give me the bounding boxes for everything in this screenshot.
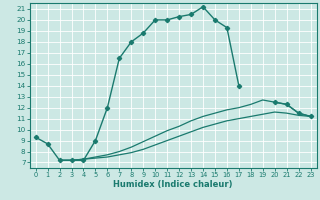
X-axis label: Humidex (Indice chaleur): Humidex (Indice chaleur) [113, 180, 233, 189]
